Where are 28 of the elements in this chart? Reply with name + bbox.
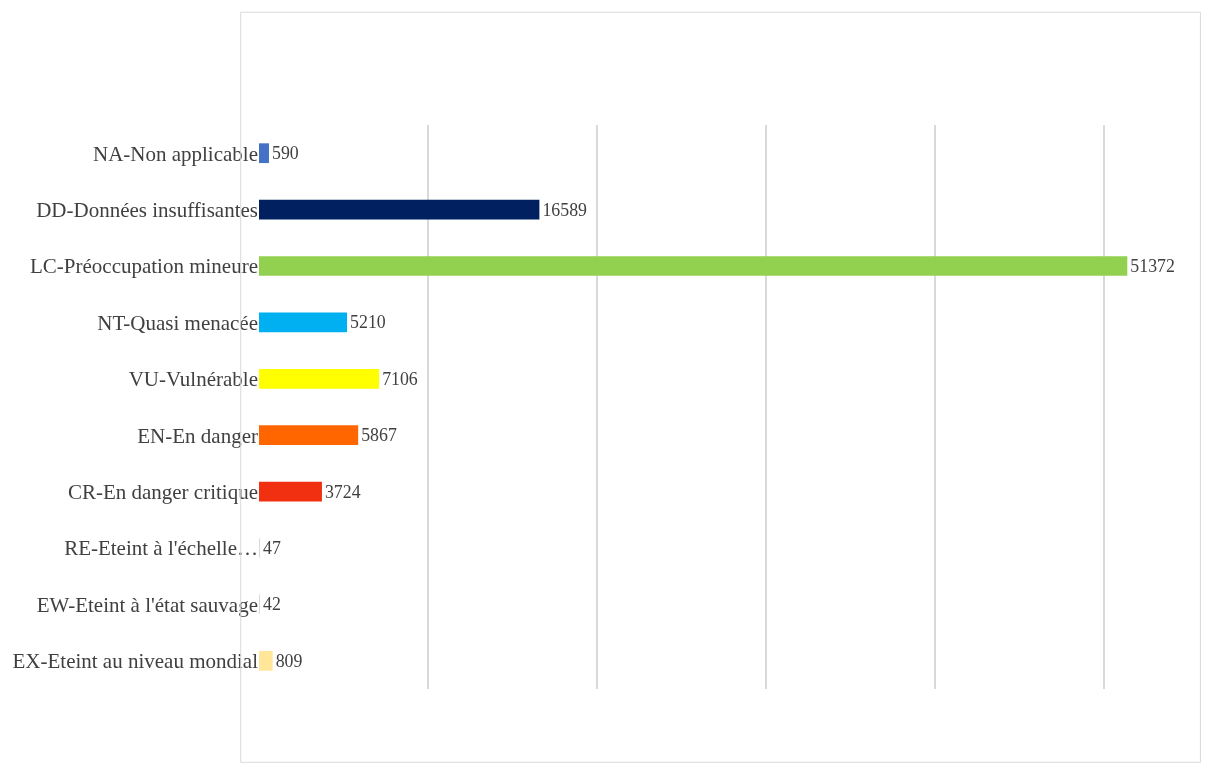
bar <box>259 312 348 333</box>
data-label: 5867 <box>361 425 397 446</box>
y-tick-label: VU-Vulnérable <box>128 367 258 392</box>
y-tick-label: DD-Données insuffisantes <box>36 197 258 222</box>
y-tick-label: LC-Préoccupation mineure <box>29 254 258 279</box>
data-label: 5210 <box>350 312 386 333</box>
bar <box>259 256 1128 276</box>
bar <box>259 650 273 671</box>
y-tick-label: EN-En danger <box>137 423 258 448</box>
bar <box>259 425 359 446</box>
bar <box>259 481 322 502</box>
data-label: 51372 <box>1130 256 1175 277</box>
data-label: 7106 <box>382 368 418 389</box>
data-label: 16589 <box>542 199 588 220</box>
y-tick-label: NT-Quasi menacée <box>97 310 258 335</box>
y-tick-label: EX-Eteint au niveau mondial <box>12 649 259 674</box>
y-tick-label: CR-En danger critique <box>67 479 258 504</box>
data-label: 47 <box>263 538 281 559</box>
data-label: 42 <box>263 594 281 615</box>
bar <box>259 143 269 164</box>
bar <box>259 199 540 220</box>
data-label: 590 <box>271 143 299 164</box>
y-tick-label: RE-Eteint à l'échelle… <box>64 536 258 561</box>
data-label: 809 <box>275 650 303 671</box>
y-tick-label: EW-Eteint à l'état sauvage <box>36 592 258 617</box>
bar <box>259 368 380 389</box>
y-tick-label: NA-Non applicable <box>92 141 258 166</box>
data-label: 3724 <box>324 481 361 502</box>
